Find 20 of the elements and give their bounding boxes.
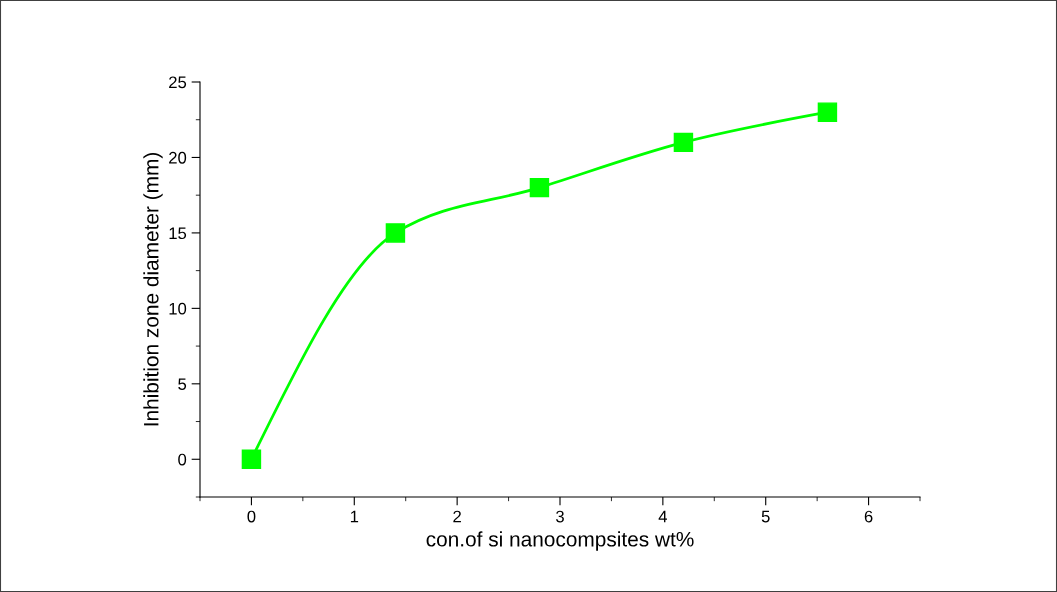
- x-axis-title: con.of si nanocompsites wt%: [426, 531, 694, 551]
- y-tick-label: 20: [169, 151, 187, 164]
- y-tick-label: 10: [169, 302, 187, 315]
- y-axis-title: Inhibition zone diameter (mm): [143, 153, 163, 426]
- y-tick-label: 0: [178, 453, 187, 466]
- point: [529, 177, 550, 198]
- x-tick-label: 0: [247, 510, 256, 523]
- x-tick-label: 4: [658, 510, 667, 523]
- y-tick-label: 15: [169, 227, 187, 240]
- point: [385, 223, 406, 243]
- x-tick-label: 5: [761, 510, 770, 523]
- point: [817, 102, 838, 122]
- y-tick-label: 5: [178, 378, 187, 391]
- x-tick-label: 6: [864, 510, 873, 523]
- x-tick-label: 2: [453, 510, 461, 523]
- point: [673, 132, 694, 153]
- x-tick-label: 3: [556, 510, 564, 523]
- point: [241, 449, 262, 469]
- x-tick-label: 1: [350, 510, 359, 523]
- y-tick-label: 25: [169, 76, 187, 89]
